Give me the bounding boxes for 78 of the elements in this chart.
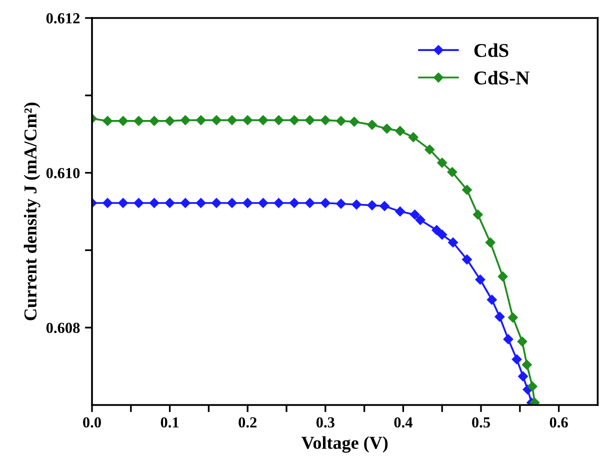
point (336, 198, 346, 209)
point (164, 198, 175, 208)
point (102, 198, 113, 208)
point (134, 198, 144, 208)
point (410, 210, 420, 220)
point (149, 116, 160, 126)
point (424, 144, 435, 155)
point (462, 184, 472, 195)
point (498, 272, 508, 282)
x-tick-label: 0.6 (550, 417, 568, 428)
point (527, 381, 538, 392)
point (118, 198, 128, 208)
point (258, 198, 268, 208)
point (475, 274, 486, 285)
point (518, 371, 528, 382)
point (304, 198, 315, 208)
y-axis-title: Current density J (mA/Cm²) (24, 102, 40, 320)
point (289, 198, 300, 208)
point (118, 116, 128, 126)
legend-label: CdS (474, 43, 508, 58)
point (462, 254, 472, 264)
point (432, 225, 442, 236)
point (367, 200, 378, 210)
point (503, 334, 514, 344)
point (180, 198, 190, 208)
y-tick-label: 0.612 (46, 13, 80, 24)
x-tick-label: 0.2 (238, 417, 256, 428)
point (180, 115, 190, 126)
point (320, 198, 330, 208)
point (437, 230, 448, 240)
point (349, 116, 360, 127)
point (437, 158, 448, 168)
x-tick-label: 0.5 (472, 417, 490, 428)
point (134, 116, 144, 126)
point (415, 215, 426, 225)
point (274, 115, 284, 126)
point (517, 336, 528, 347)
point (196, 198, 206, 208)
x-axis-title: Voltage (V) (302, 436, 388, 453)
point (395, 206, 406, 216)
y-tick-label: 0.610 (46, 168, 80, 178)
point (258, 115, 268, 126)
point (485, 237, 496, 248)
point (448, 237, 458, 248)
point (508, 312, 518, 323)
point (212, 115, 222, 126)
point (447, 167, 458, 177)
point (522, 360, 532, 370)
point (102, 116, 113, 126)
point (212, 198, 222, 208)
point (472, 210, 483, 220)
point (242, 198, 253, 208)
point (408, 132, 418, 142)
x-tick-label: 0.1 (160, 417, 179, 428)
point (336, 116, 346, 126)
point (395, 126, 406, 136)
point (494, 312, 505, 322)
point (149, 198, 160, 208)
point (380, 201, 390, 212)
point (274, 198, 284, 208)
x-tick-label: 0.0 (83, 417, 101, 428)
point (382, 124, 392, 134)
legend-label: CdS-N (474, 70, 530, 85)
point (289, 115, 300, 126)
point (512, 354, 522, 364)
point (304, 115, 315, 126)
point (242, 115, 253, 126)
x-tick-label: 0.4 (394, 417, 412, 428)
point (227, 198, 238, 208)
point (196, 115, 206, 126)
point (367, 120, 378, 130)
point (352, 200, 362, 210)
point (164, 116, 175, 126)
point (486, 294, 497, 305)
x-tick-label: 0.3 (316, 417, 334, 428)
point (320, 115, 330, 126)
y-tick-label: 0.608 (46, 322, 80, 334)
point (227, 115, 238, 126)
